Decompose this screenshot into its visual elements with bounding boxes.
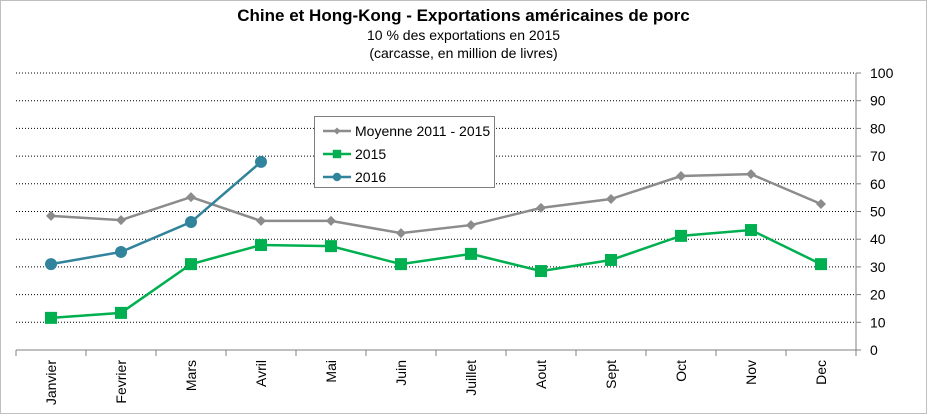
circle-icon (332, 172, 342, 182)
x-tick-label: Avril (253, 360, 269, 387)
y-tick-label: 60 (870, 176, 886, 192)
legend-swatch (323, 149, 351, 159)
y-tick-label: 100 (870, 65, 894, 81)
data-point (185, 216, 197, 229)
data-point (535, 265, 547, 278)
x-tick-label: Janvier (43, 360, 59, 405)
data-point (746, 169, 756, 180)
legend-item: 2016 (323, 167, 386, 187)
y-tick-label: 50 (870, 204, 886, 220)
x-tick-label: Mars (183, 360, 199, 391)
chart-subtitle-2: (carcasse, en million de livres) (369, 45, 558, 61)
data-point (185, 258, 197, 271)
data-point (255, 239, 267, 252)
data-point (46, 210, 56, 221)
data-point (395, 258, 407, 271)
legend-swatch (323, 127, 351, 135)
data-point (45, 258, 57, 271)
series-2015 (45, 224, 827, 324)
y-tick-label: 70 (870, 148, 886, 164)
data-point (675, 229, 687, 242)
data-point (536, 202, 546, 213)
data-point (116, 215, 126, 226)
x-tick-label: Aout (533, 360, 549, 389)
square-icon (332, 149, 342, 159)
chart-title: Chine et Hong-Kong - Exportations améric… (237, 6, 690, 25)
y-tick-label: 90 (870, 93, 886, 109)
x-tick-label: Dec (813, 360, 829, 385)
data-point (745, 224, 757, 237)
x-tick-label: Nov (743, 360, 759, 385)
data-point (186, 192, 196, 203)
legend-label: 2016 (355, 169, 387, 185)
data-point (115, 306, 127, 319)
y-tick-label: 20 (870, 287, 886, 303)
legend-label: Moyenne 2011 - 2015 (355, 123, 491, 139)
data-point (676, 171, 686, 182)
data-point (465, 247, 477, 260)
data-point (815, 258, 827, 271)
x-tick-label: Sept (603, 360, 619, 389)
x-tick-label: Mai (323, 360, 339, 383)
data-point (256, 215, 266, 226)
data-point (326, 215, 336, 226)
legend-item: 2015 (323, 144, 386, 164)
x-tick-label: Juillet (463, 360, 479, 396)
diamond-icon (333, 127, 341, 135)
legend: Moyenne 2011 - 2015 2015 2016 (314, 116, 495, 188)
y-tick-label: 80 (870, 120, 886, 136)
x-tick-label: Oct (673, 360, 689, 382)
data-point (605, 253, 617, 266)
data-point (396, 228, 406, 239)
data-point (325, 240, 337, 253)
series-2016 (45, 155, 267, 271)
data-point (816, 199, 826, 210)
series-line (50, 160, 262, 266)
x-tick-label: Fevrier (113, 360, 129, 404)
legend-swatch (323, 172, 351, 182)
chart-subtitle-1: 10 % des exportations en 2015 (366, 27, 561, 43)
x-tick-label: Juin (393, 360, 409, 386)
legend-label: 2015 (355, 146, 387, 162)
series-line (50, 172, 822, 235)
series-moyenne-2011-2015 (46, 169, 826, 239)
legend-item: Moyenne 2011 - 2015 (323, 121, 490, 141)
y-tick-label: 10 (870, 314, 886, 330)
data-point (466, 220, 476, 231)
data-point (255, 155, 267, 168)
y-tick-label: 0 (870, 342, 878, 358)
y-tick-label: 30 (870, 259, 886, 275)
data-point (115, 245, 127, 258)
series-line (50, 228, 822, 320)
y-tick-label: 40 (870, 231, 886, 247)
data-point (606, 194, 616, 205)
data-point (45, 311, 57, 324)
